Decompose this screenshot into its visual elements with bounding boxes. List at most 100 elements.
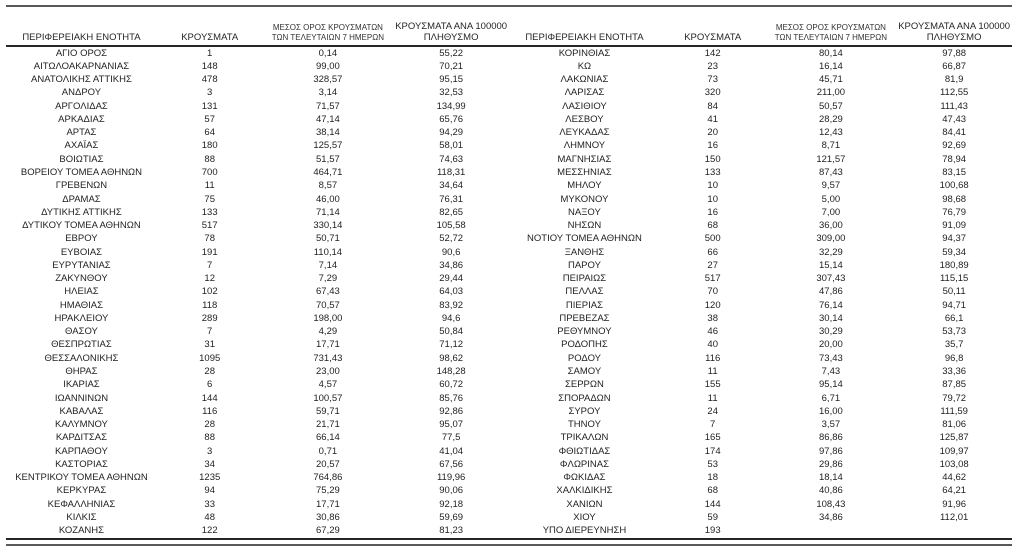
table-row: ΕΒΡΟΥ 78 50,71 52,72 <box>6 233 509 246</box>
cases-cell: 142 <box>704 47 721 59</box>
table-row: ΖΑΚΥΝΘΟΥ 12 7,29 29,44 <box>6 273 509 286</box>
cases-cell: 41 <box>707 113 718 125</box>
table-row: ΠΑΡΟΥ 27 15,14 180,89 <box>509 259 1012 272</box>
per100k-cell: 94,37 <box>942 233 967 245</box>
region-cell: ΘΗΡΑΣ <box>65 366 98 377</box>
avg7-cell: 4,57 <box>318 379 338 391</box>
table-row: ΑΡΤΑΣ 64 38,14 94,29 <box>6 127 509 140</box>
region-cell: ΖΑΚΥΝΘΟΥ <box>55 273 108 285</box>
table-row: ΦΛΩΡΙΝΑΣ 53 29,86 103,08 <box>509 458 1012 471</box>
avg7-cell: 16,00 <box>819 405 843 417</box>
region-cell: ΜΕΣΣΗΝΙΑΣ <box>557 167 612 179</box>
cases-cell: 57 <box>204 113 215 125</box>
region-cell: ΛΑΚΩΝΙΑΣ <box>560 74 609 86</box>
table-row: ΚΑΒΑΛΑΣ 116 59,71 92,86 <box>6 405 509 418</box>
region-cell: ΝΟΤΙΟΥ ΤΟΜΕΑ ΑΘΗΝΩΝ <box>527 233 642 245</box>
cases-cell: 517 <box>704 273 721 285</box>
avg7-cell: 8,57 <box>318 180 338 192</box>
table-row: ΑΝΔΡΟΥ 3 3,14 32,53 <box>6 87 509 100</box>
table-row: ΑΡΓΟΛΙΔΑΣ 131 71,57 134,99 <box>6 100 509 113</box>
avg7-cell: 100,57 <box>313 392 343 404</box>
per100k-cell: 92,18 <box>439 498 464 510</box>
avg7-cell: 86,86 <box>819 432 843 444</box>
regional-cases-table-left: ΠΕΡΙΦΕΡΕΙΑΚΗ ΕΝΟΤΗΤΑ ΚΡΟΥΣΜΑΤΑ ΜΕΣΟΣ ΟΡΟ… <box>6 7 509 540</box>
region-cell: ΡΟΔΟΥ <box>567 352 601 364</box>
column-header-cases-per-100k-line1: ΚΡΟΥΣΜΑΤΑ ΑΝΑ 100000 <box>395 21 508 32</box>
cases-cell: 116 <box>705 352 721 364</box>
cases-cell: 48 <box>204 511 215 523</box>
cases-cell: 3 <box>207 445 213 457</box>
table-body-left: ΑΓΙΟ ΟΡΟΣ 1 0,14 55,22 ΑΙΤΩΛΟΑΚΑΡΝΑΝΙΑΣ 148 99… <box>6 46 509 539</box>
table-row: ΚΑΡΠΑΘΟΥ 3 0,71 41,04 <box>6 445 509 458</box>
region-cell: ΑΓΙΟ ΟΡΟΣ <box>55 47 108 59</box>
cases-cell: 131 <box>201 100 218 112</box>
per100k-cell: 83,15 <box>942 167 967 179</box>
table-row: ΣΠΟΡΑΔΩΝ 11 6,71 79,72 <box>509 392 1012 405</box>
region-cell: ΚΑΡΔΙΤΣΑΣ <box>55 432 108 444</box>
per100k-cell: 44,62 <box>942 472 967 484</box>
region-cell: ΤΗΝΟΥ <box>567 419 601 431</box>
per100k-cell: 76,31 <box>439 193 464 205</box>
table-row: ΛΕΥΚΑΔΑΣ 20 12,43 84,41 <box>509 127 1012 140</box>
avg7-cell <box>766 525 897 539</box>
avg7-cell: 309,00 <box>816 233 846 245</box>
table-row: ΡΟΔΟΠΗΣ 40 20,00 35,7 <box>509 339 1012 352</box>
per100k-cell: 90,06 <box>439 485 464 497</box>
avg7-cell: 99,00 <box>316 60 340 72</box>
table-row: ΔΥΤΙΚΗΣ ΑΤΤΙΚΗΣ 133 71,14 82,65 <box>6 206 509 219</box>
avg7-cell: 47,14 <box>316 113 340 125</box>
cases-cell: 320 <box>704 87 721 99</box>
region-cell: ΕΥΒΟΙΑΣ <box>60 246 103 258</box>
cases-cell: 11 <box>707 392 718 404</box>
table-body-right: ΚΟΡΙΝΘΙΑΣ 142 80,14 97,88 ΚΩ 23 16,14 66,87 ΛΑΚΩ… <box>509 46 1012 539</box>
region-cell: ΕΥΡΥΤΑΝΙΑΣ <box>52 259 111 271</box>
cases-cell: 59 <box>707 511 718 523</box>
region-cell: ΓΡΕΒΕΝΩΝ <box>55 180 108 192</box>
region-cell: ΘΑΣΟΥ <box>65 326 98 338</box>
per100k-cell: 84,41 <box>942 127 967 139</box>
cases-cell: 33 <box>204 498 215 510</box>
table-row: ΦΩΚΙΔΑΣ 18 18,14 44,62 <box>509 472 1012 485</box>
region-cell: ΚΑΡΠΑΘΟΥ <box>55 445 108 457</box>
region-cell: ΝΑΞΟΥ <box>568 206 601 218</box>
region-cell: ΞΑΝΘΗΣ <box>564 246 605 258</box>
avg7-cell: 8,71 <box>821 140 841 152</box>
column-header-cases-per-100k-line1: ΚΡΟΥΣΜΑΤΑ ΑΝΑ 100000 <box>898 21 1011 32</box>
table-row: ΚΟΖΑΝΗΣ 122 67,29 81,23 <box>6 525 509 539</box>
avg7-cell: 50,57 <box>819 100 843 112</box>
column-header-cases-per-100k: ΚΡΟΥΣΜΑΤΑ ΑΝΑ 100000 ΠΛΗΘΥΣΜΟ <box>393 7 509 47</box>
per100k-cell: 180,89 <box>939 259 969 271</box>
table-row: ΔΡΑΜΑΣ 75 46,00 76,31 <box>6 193 509 206</box>
avg7-cell: 51,57 <box>316 153 340 165</box>
per100k-cell: 65,76 <box>439 113 464 125</box>
region-cell: ΚΙΛΚΙΣ <box>66 511 97 523</box>
table-row: ΑΙΤΩΛΟΑΚΑΡΝΑΝΙΑΣ 148 99,00 70,21 <box>6 60 509 73</box>
avg7-cell: 0,14 <box>318 47 338 59</box>
table-row: ΜΗΛΟΥ 10 9,57 100,68 <box>509 180 1012 193</box>
cases-cell: 34 <box>204 458 215 470</box>
column-header-cases: ΚΡΟΥΣΜΑΤΑ <box>156 7 263 47</box>
per100k-cell: 32,53 <box>439 87 464 99</box>
per100k-cell: 109,97 <box>939 445 969 457</box>
per100k-cell: 50,11 <box>942 286 966 298</box>
avg7-cell: 121,57 <box>816 153 846 165</box>
avg7-cell: 731,43 <box>313 352 343 364</box>
avg7-cell: 15,14 <box>819 259 843 271</box>
table-row: ΑΓΙΟ ΟΡΟΣ 1 0,14 55,22 <box>6 46 509 60</box>
column-header-7day-average-line2: ΤΩΝ ΤΕΛΕΥΤΑΙΩΝ 7 ΗΜΕΡΩΝ <box>271 33 384 42</box>
avg7-cell: 36,00 <box>819 220 843 232</box>
region-cell: ΑΧΑΪΑΣ <box>64 140 99 152</box>
avg7-cell: 30,29 <box>819 326 843 338</box>
per100k-cell: 96,8 <box>944 352 964 364</box>
cases-cell: 94 <box>204 485 215 497</box>
cases-cell: 46 <box>707 326 718 338</box>
avg7-cell: 32,29 <box>819 246 843 258</box>
region-cell: ΤΡΙΚΑΛΩΝ <box>560 432 609 444</box>
per100k-cell: 74,63 <box>439 153 464 165</box>
table-row: ΛΑΚΩΝΙΑΣ 73 45,71 81,9 <box>509 74 1012 87</box>
region-cell: ΗΡΑΚΛΕΙΟΥ <box>54 312 109 324</box>
cases-cell: 10 <box>707 180 718 192</box>
per100k-cell: 91,96 <box>942 498 967 510</box>
region-cell: ΣΠΟΡΑΔΩΝ <box>558 392 611 404</box>
table-row: ΧΙΟΥ 59 34,86 112,01 <box>509 511 1012 524</box>
